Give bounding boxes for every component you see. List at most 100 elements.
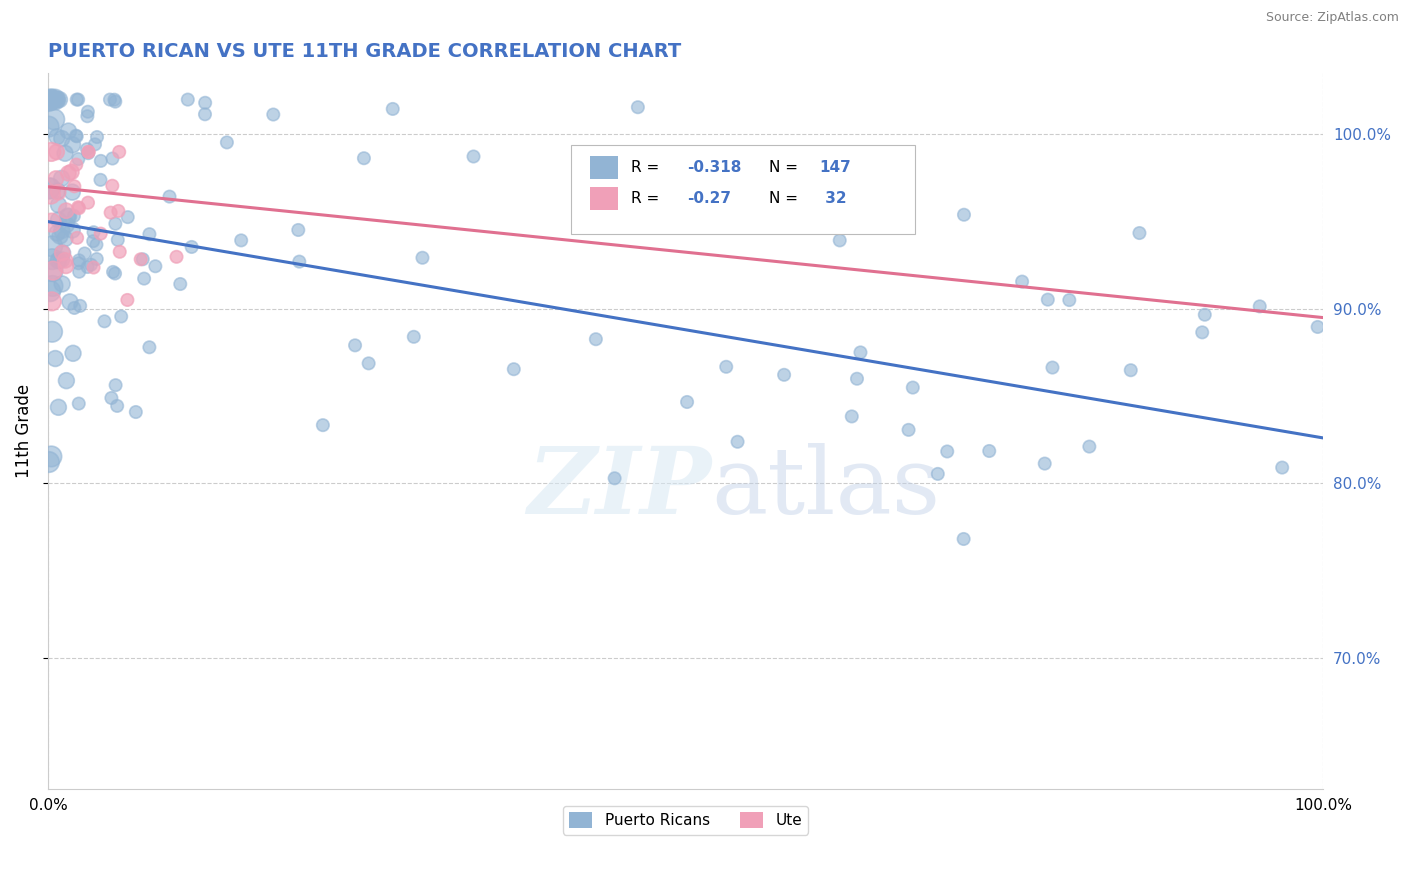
Point — [1033, 457, 1056, 471]
Point — [194, 107, 217, 121]
Point — [108, 244, 131, 259]
FancyBboxPatch shape — [571, 145, 915, 235]
Point — [627, 100, 650, 114]
Point — [41, 93, 63, 107]
Point — [1271, 460, 1294, 475]
Point — [897, 423, 920, 437]
Point — [67, 253, 90, 268]
Point — [48, 401, 70, 415]
Point — [159, 189, 181, 203]
Point — [67, 201, 90, 215]
Point — [125, 405, 148, 419]
Point — [67, 396, 90, 410]
Point — [1128, 226, 1150, 240]
Point — [84, 137, 107, 152]
FancyBboxPatch shape — [591, 187, 619, 210]
Point — [53, 231, 76, 245]
Text: 147: 147 — [820, 160, 852, 175]
Point — [48, 93, 70, 107]
Point — [463, 149, 485, 163]
Point — [82, 234, 104, 248]
Point — [841, 409, 863, 424]
Point — [287, 223, 309, 237]
Point — [738, 206, 761, 220]
Point — [67, 256, 90, 270]
Point — [41, 450, 63, 464]
Point — [60, 185, 83, 199]
Point — [53, 146, 76, 161]
Point — [716, 359, 738, 374]
Point — [52, 246, 75, 260]
Point — [59, 294, 82, 309]
Point — [502, 362, 524, 376]
Point — [77, 145, 100, 159]
Point — [41, 216, 63, 230]
Text: -0.318: -0.318 — [688, 160, 741, 175]
Text: ZIP: ZIP — [527, 443, 711, 533]
Point — [41, 294, 63, 309]
Point — [58, 124, 80, 138]
Point — [42, 263, 65, 277]
Point — [86, 252, 108, 266]
Point — [60, 165, 83, 179]
Point — [101, 265, 124, 279]
Point — [76, 260, 98, 274]
Point — [1011, 275, 1033, 289]
Point — [63, 209, 86, 223]
Point — [117, 293, 139, 307]
Point — [101, 152, 124, 166]
Point — [104, 217, 127, 231]
Point — [1194, 308, 1216, 322]
Point — [86, 130, 108, 145]
Point — [66, 231, 89, 245]
Point — [180, 240, 202, 254]
Point — [1191, 326, 1213, 340]
Point — [67, 152, 90, 166]
Point — [100, 391, 122, 405]
Point — [48, 198, 70, 212]
Point — [901, 380, 924, 394]
Point — [117, 210, 139, 224]
Point — [129, 252, 152, 267]
Text: R =: R = — [631, 160, 664, 175]
Point — [53, 253, 76, 268]
Point — [727, 434, 749, 449]
Point — [132, 271, 155, 285]
Point — [83, 260, 105, 275]
Point — [38, 94, 60, 108]
Point — [83, 225, 105, 239]
Text: 32: 32 — [820, 191, 846, 206]
Point — [105, 399, 128, 413]
Point — [51, 131, 73, 145]
Point — [1059, 293, 1081, 307]
Point — [1119, 363, 1142, 377]
Point — [849, 345, 872, 359]
Point — [60, 223, 83, 237]
Point — [51, 252, 73, 267]
Point — [67, 265, 90, 279]
Point — [77, 195, 100, 210]
Point — [107, 233, 129, 247]
Point — [45, 171, 67, 186]
Point — [38, 181, 60, 195]
Point — [98, 93, 121, 107]
Point — [104, 378, 127, 392]
Text: -0.27: -0.27 — [688, 191, 731, 206]
Point — [1042, 360, 1064, 375]
Point — [100, 205, 122, 219]
Point — [44, 351, 66, 366]
Point — [215, 136, 238, 150]
Point — [44, 93, 66, 107]
Point — [76, 142, 98, 156]
Point — [76, 104, 98, 119]
Point — [65, 158, 87, 172]
Text: PUERTO RICAN VS UTE 11TH GRADE CORRELATION CHART: PUERTO RICAN VS UTE 11TH GRADE CORRELATI… — [48, 42, 682, 61]
Point — [1078, 440, 1101, 454]
Point — [38, 181, 60, 195]
Point — [145, 259, 167, 273]
Point — [344, 338, 367, 352]
Point — [55, 374, 77, 388]
Point — [46, 186, 69, 200]
Y-axis label: 11th Grade: 11th Grade — [15, 384, 32, 478]
Point — [58, 210, 80, 224]
